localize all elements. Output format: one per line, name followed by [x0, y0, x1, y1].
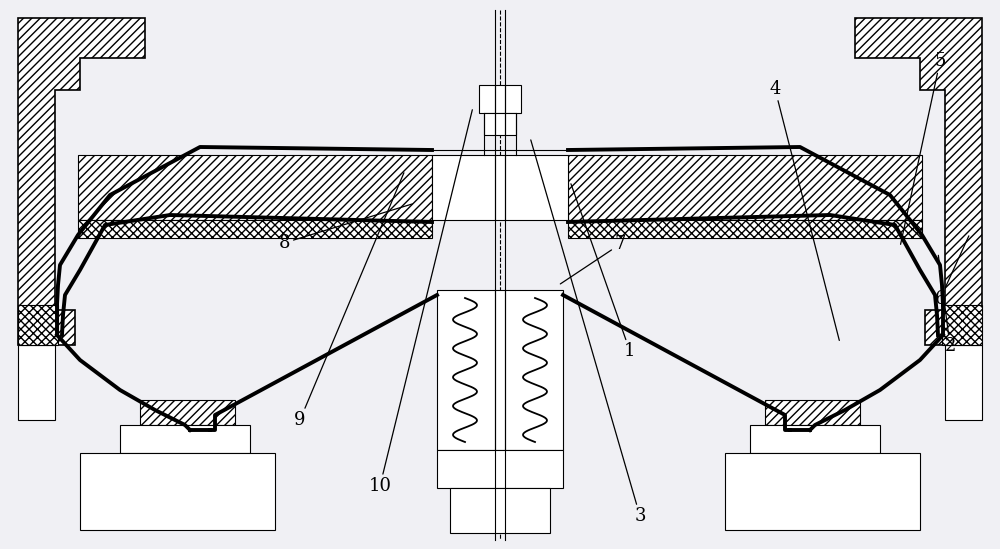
- Polygon shape: [437, 290, 563, 450]
- Text: 8: 8: [279, 204, 412, 251]
- Polygon shape: [725, 453, 920, 530]
- Polygon shape: [18, 18, 145, 345]
- Polygon shape: [78, 220, 432, 238]
- Polygon shape: [120, 425, 250, 453]
- Text: 7: 7: [560, 236, 626, 284]
- Polygon shape: [945, 345, 982, 420]
- Text: 3: 3: [531, 140, 646, 525]
- Text: 5: 5: [901, 53, 946, 244]
- Text: 10: 10: [368, 110, 472, 495]
- Polygon shape: [140, 400, 235, 425]
- Text: 1: 1: [571, 184, 636, 360]
- Polygon shape: [432, 155, 568, 220]
- Text: 9: 9: [294, 173, 404, 429]
- Polygon shape: [855, 18, 982, 345]
- Text: 2: 2: [938, 255, 956, 355]
- Polygon shape: [484, 113, 516, 135]
- Polygon shape: [479, 85, 521, 113]
- Polygon shape: [78, 155, 432, 220]
- Polygon shape: [437, 450, 563, 488]
- Polygon shape: [942, 305, 982, 345]
- Text: 6: 6: [934, 236, 969, 308]
- Polygon shape: [18, 345, 55, 420]
- Polygon shape: [765, 400, 860, 425]
- Text: 4: 4: [769, 80, 839, 340]
- Polygon shape: [568, 220, 922, 238]
- Polygon shape: [18, 305, 58, 345]
- Polygon shape: [568, 155, 922, 220]
- Polygon shape: [450, 488, 550, 533]
- Polygon shape: [80, 453, 275, 530]
- Polygon shape: [750, 425, 880, 453]
